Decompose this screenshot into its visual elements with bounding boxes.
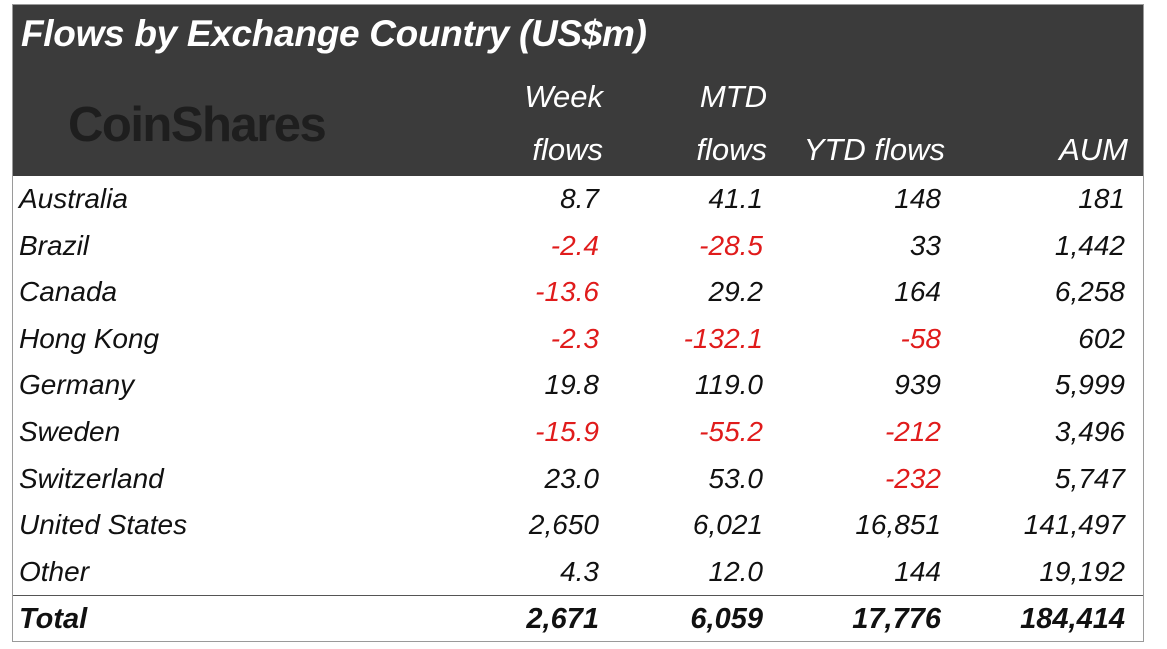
mtd-cell: 6,021 [692,509,763,541]
country-cell: Australia [19,183,128,214]
ytd-cell: 148 [894,183,941,214]
column-header-mtd: MTD flows [643,78,767,169]
table-row: Sweden -15.9 -55.2 -212 3,496 [13,409,1143,456]
week-cell: -2.4 [550,229,599,261]
total-week: 2,671 [526,603,599,635]
ytd-cell: -58 [900,322,941,354]
week-cell: -13.6 [535,276,599,308]
column-header-aum-line2: AUM [1059,132,1128,167]
column-header-ytd-line1 [773,78,945,116]
mtd-cell: 12.0 [708,555,764,587]
week-cell: 2,650 [528,509,599,541]
country-cell: Germany [19,369,135,401]
ytd-cell: 33 [909,229,941,261]
week-cell: 19.8 [544,369,600,401]
total-row: Total 2,671 6,059 17,776 184,414 [13,595,1143,644]
total-label: Total [19,603,88,635]
coinshares-logo: CoinShares [68,98,327,152]
flows-table: Flows by Exchange Country (US$m) CoinSha… [12,4,1144,642]
column-header-week-line2: flows [532,132,603,167]
aum-cell: 1,442 [1054,229,1125,261]
aum-cell: 602 [1078,322,1125,354]
country-cell: Switzerland [19,462,164,494]
table-row: Canada -13.6 29.2 164 6,258 [13,269,1143,316]
column-header-ytd-line2: YTD flows [803,132,945,167]
country-cell: Sweden [19,415,121,447]
country-cell: United States [19,509,188,541]
ytd-cell: 144 [894,555,941,587]
country-cell: Other [19,555,90,587]
total-aum: 184,414 [1020,603,1125,635]
ytd-cell: -232 [884,462,941,494]
ytd-cell: 164 [894,276,941,308]
mtd-cell: -55.2 [699,415,763,447]
ytd-cell: 16,851 [855,509,941,541]
table-row: United States 2,650 6,021 16,851 141,497 [13,502,1143,549]
week-cell: -15.9 [535,415,599,447]
week-cell: 8.7 [560,183,599,214]
table-row: Other 4.3 12.0 144 19,192 [13,549,1143,596]
ytd-cell: 939 [894,369,941,401]
column-header-mtd-line2: flows [696,132,767,167]
week-cell: 23.0 [544,462,600,494]
aum-cell: 5,747 [1054,462,1125,494]
aum-cell: 6,258 [1054,276,1125,308]
week-cell: 4.3 [560,555,599,587]
mtd-cell: 53.0 [708,462,764,494]
column-header-week-line1: Week [524,79,603,114]
aum-cell: 181 [1078,183,1125,214]
week-cell: -2.3 [550,322,599,354]
mtd-cell: 41.1 [708,183,764,214]
total-mtd: 6,059 [690,603,763,635]
column-header-week: Week flows [483,78,603,169]
aum-cell: 5,999 [1054,369,1125,401]
total-ytd: 17,776 [852,603,941,635]
ytd-cell: -212 [884,415,941,447]
table-row: Brazil -2.4 -28.5 33 1,442 [13,223,1143,270]
table-body: Australia 8.7 41.1 148 181 Brazil -2.4 -28.5 33 1… [13,176,1143,595]
table-row: Germany 19.8 119.0 939 5,999 [13,362,1143,409]
country-cell: Canada [19,276,118,308]
mtd-cell: -132.1 [683,322,763,354]
aum-cell: 141,497 [1023,509,1125,541]
table-row: Australia 8.7 41.1 148 181 [13,176,1143,223]
mtd-cell: -28.5 [699,229,763,261]
mtd-cell: 119.0 [695,369,763,401]
aum-cell: 19,192 [1039,555,1125,587]
table-title: Flows by Exchange Country (US$m) [21,13,647,54]
column-header-aum: AUM [973,78,1128,169]
column-header-ytd: YTD flows [773,78,945,169]
country-cell: Brazil [19,229,90,261]
table-row: Hong Kong -2.3 -132.1 -58 602 [13,316,1143,363]
mtd-cell: 29.2 [708,276,764,308]
column-header-mtd-line1: MTD [699,79,767,114]
country-cell: Hong Kong [19,322,160,354]
table-row: Switzerland 23.0 53.0 -232 5,747 [13,456,1143,503]
aum-cell: 3,496 [1054,415,1125,447]
column-header-aum-line1 [973,78,1128,116]
table-header: Flows by Exchange Country (US$m) CoinSha… [13,5,1143,176]
